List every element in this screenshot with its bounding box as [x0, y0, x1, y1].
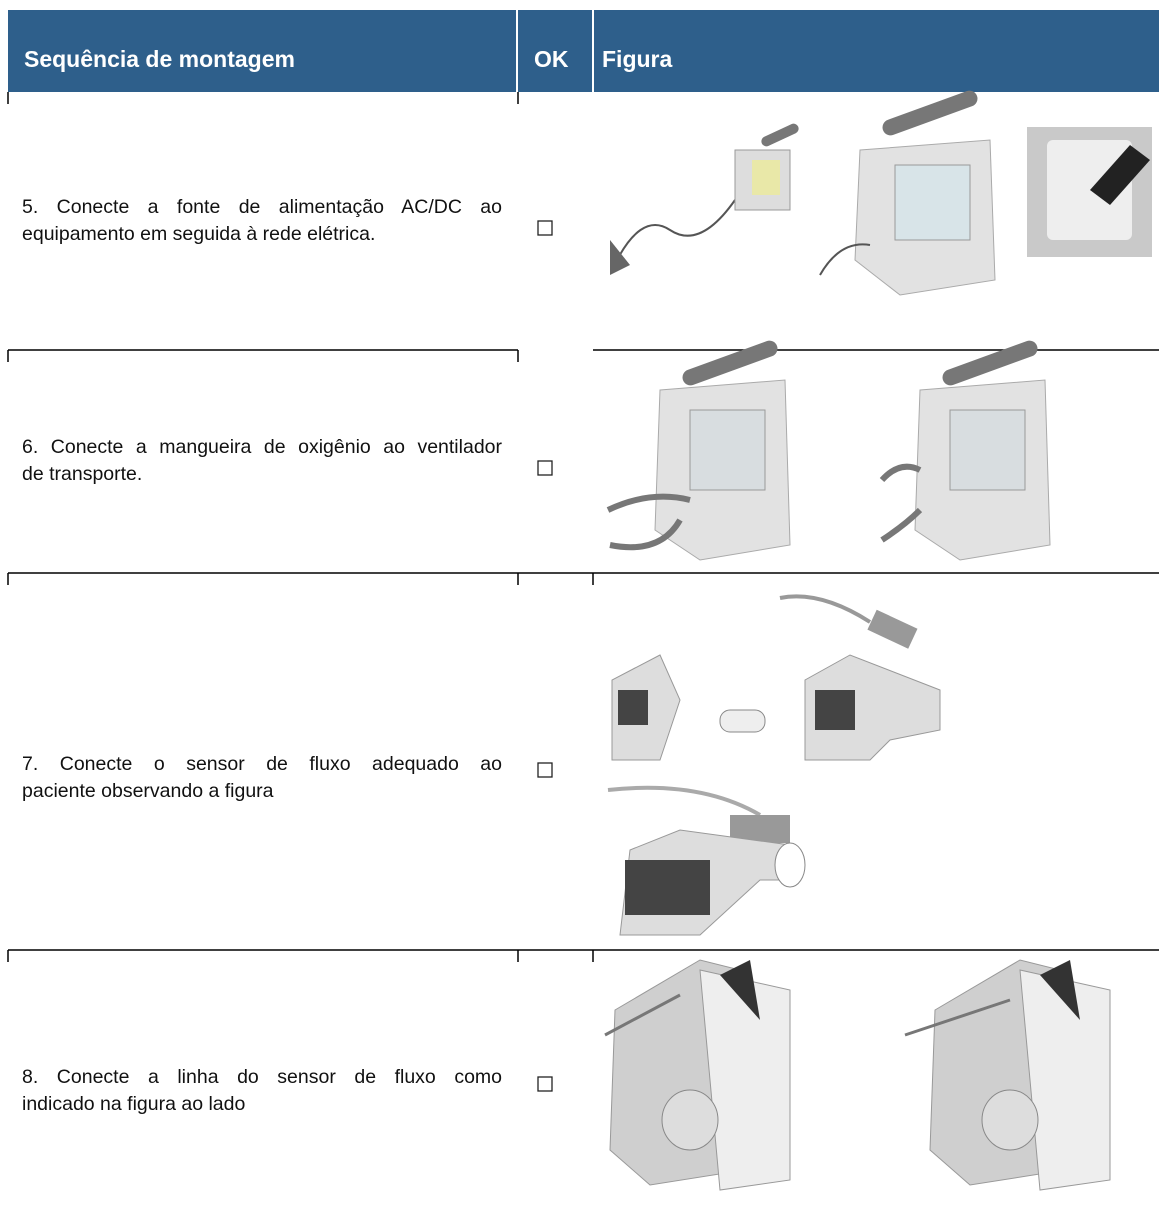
step-line: equipamento em seguida à rede elétrica. [22, 223, 376, 245]
header-cell: Sequência de montagem [8, 10, 516, 92]
figure-sensor [607, 594, 941, 936]
step-line: paciente observando a figura [22, 780, 274, 802]
step-line: 6. Conecte a mangueira de oxigênio ao ve… [22, 436, 502, 458]
figure-line [604, 959, 1111, 1191]
step-line: 7. Conecte o sensor de fluxo adequado ao [22, 753, 502, 775]
step-text: 7. Conecte o sensor de fluxo adequado ao… [22, 751, 502, 805]
step-line: 5. Conecte a fonte de alimentação AC/DC … [22, 196, 502, 218]
figure-power [610, 90, 1152, 296]
step-text: 8. Conecte a linha do sensor de fluxo co… [22, 1064, 502, 1118]
step-text: 6. Conecte a mangueira de oxigênio ao ve… [22, 434, 502, 488]
header-cell: OK [518, 10, 592, 92]
figure-oxygen [606, 340, 1051, 561]
checkboxes[interactable] [537, 220, 553, 1092]
step-text: 5. Conecte a fonte de alimentação AC/DC … [22, 194, 502, 248]
header-cell: Figura [594, 10, 1159, 92]
table-rules [7, 92, 1159, 962]
step-line: 8. Conecte a linha do sensor de fluxo co… [22, 1066, 502, 1088]
step-line: indicado na figura ao lado [22, 1093, 246, 1115]
step-line: de transporte. [22, 463, 143, 485]
